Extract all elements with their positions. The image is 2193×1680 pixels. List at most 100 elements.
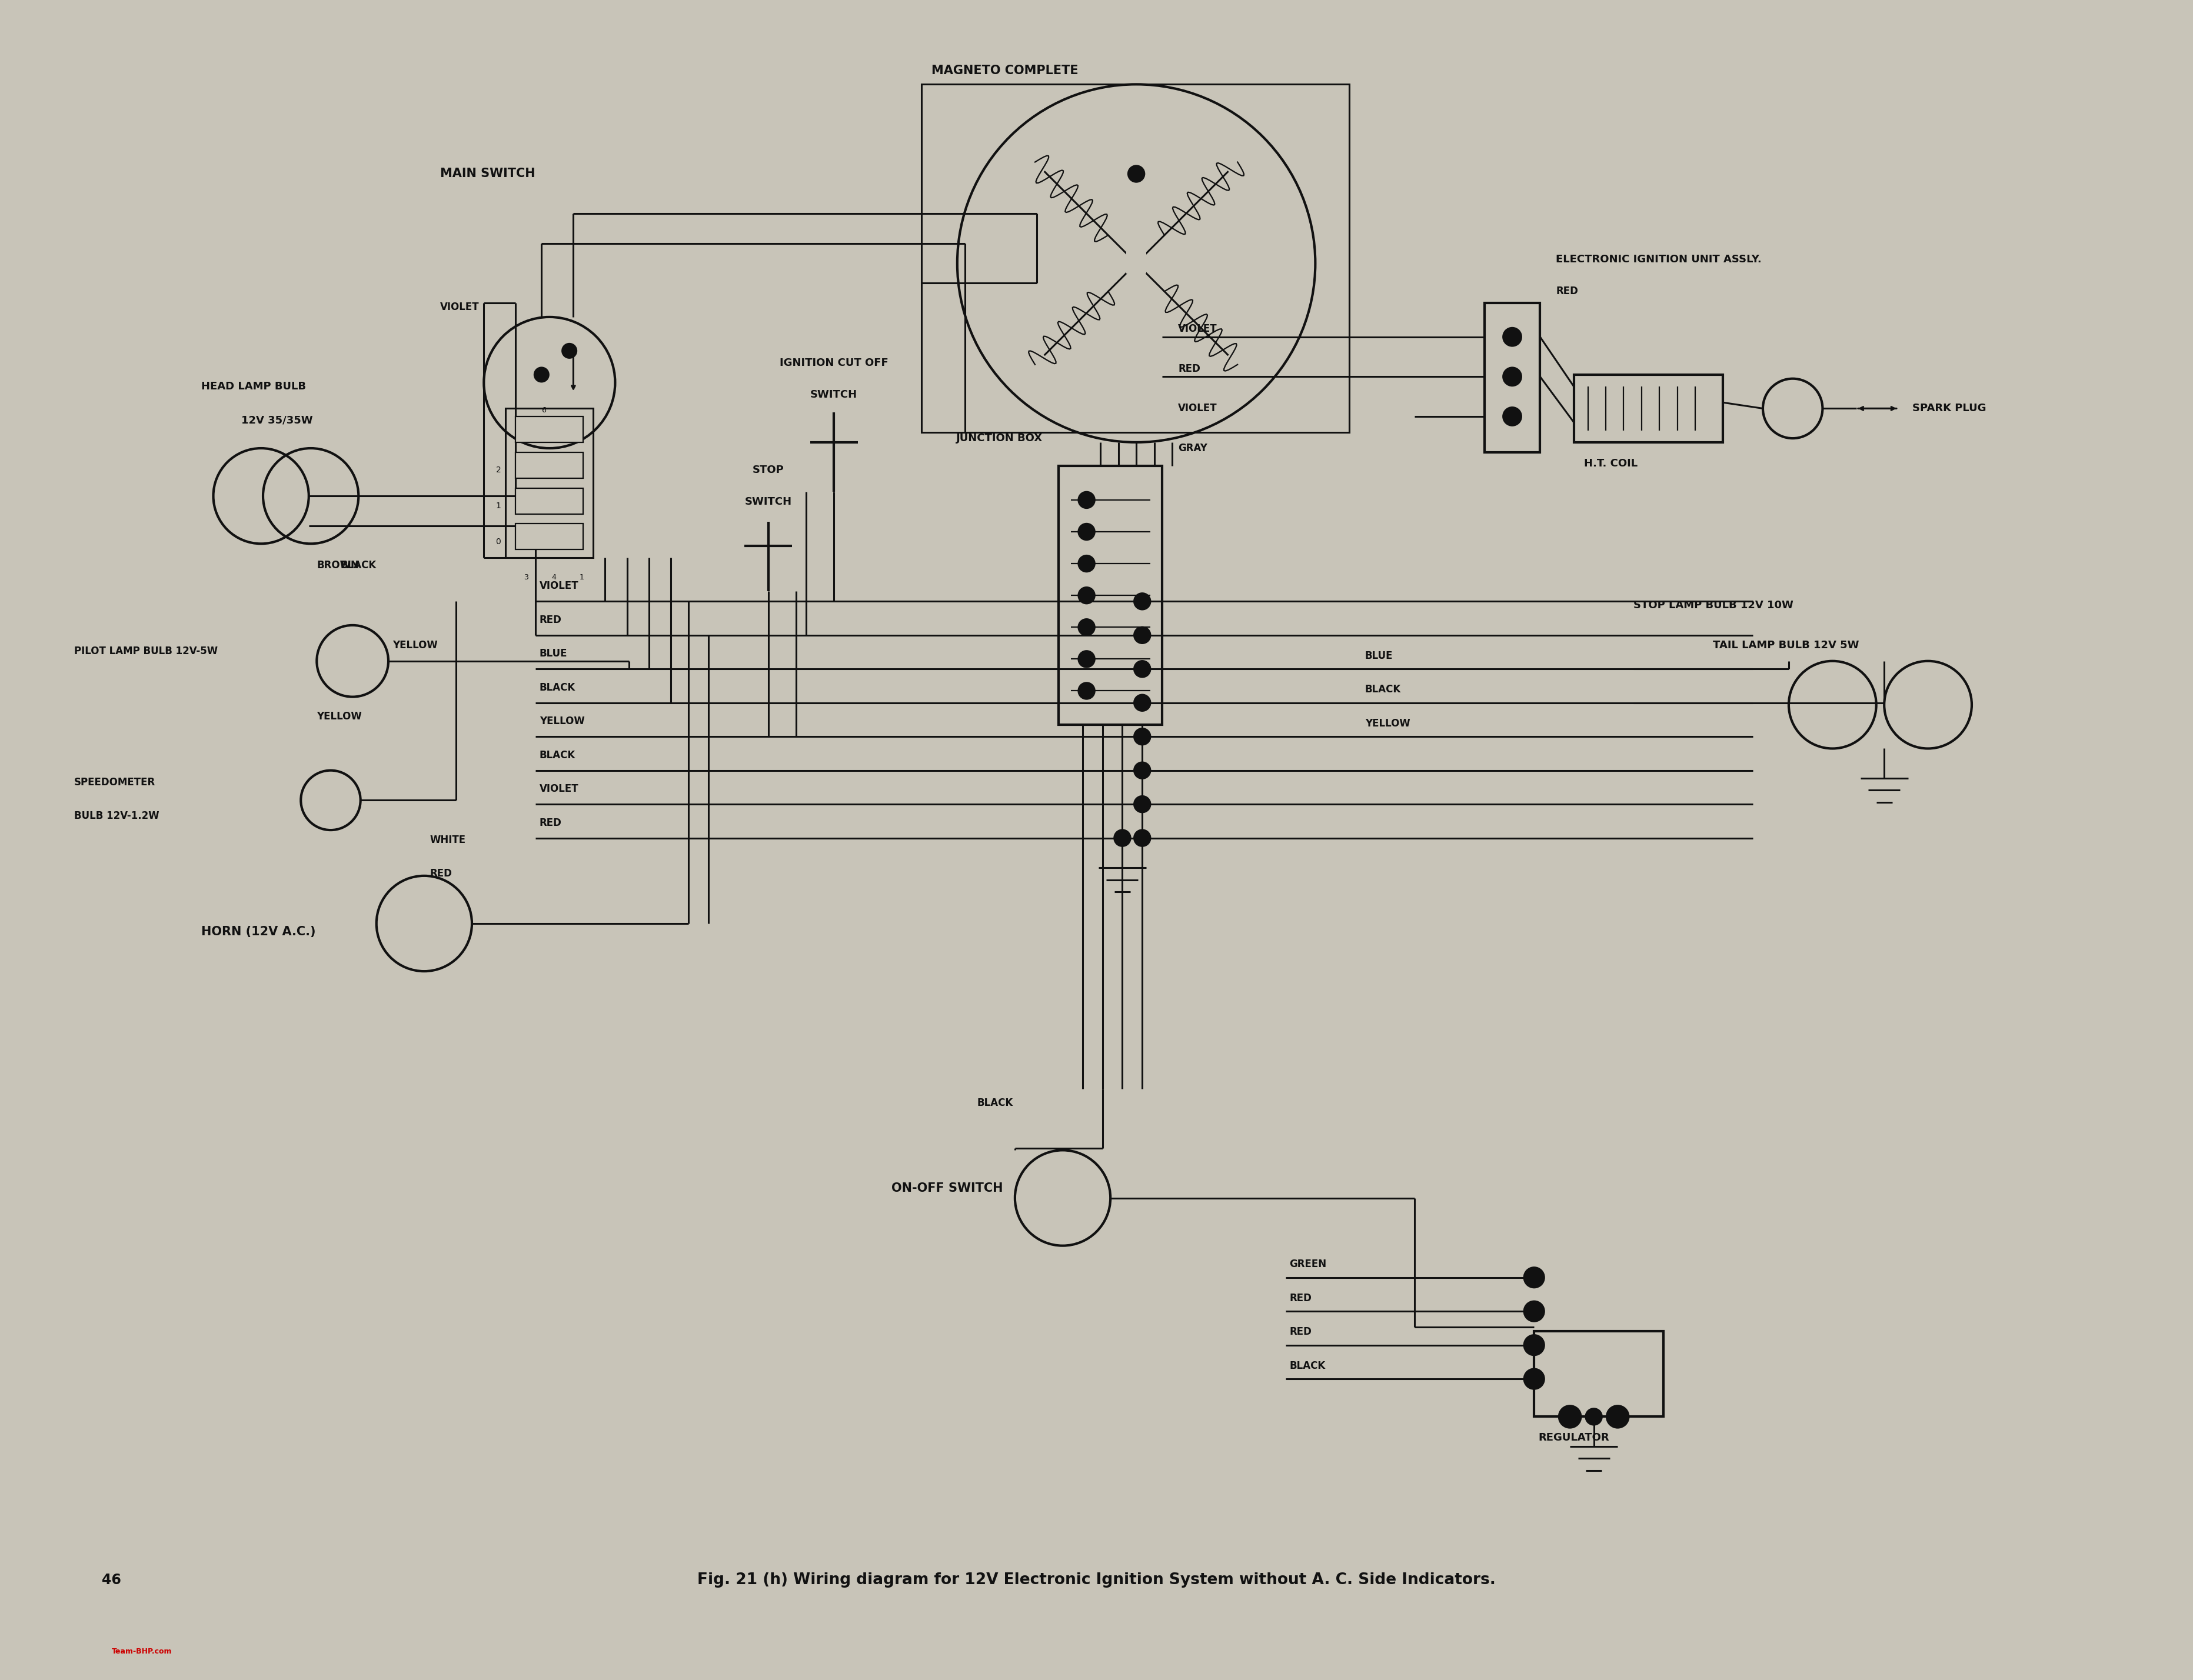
Circle shape [1077, 522, 1096, 541]
Text: BLUE: BLUE [1364, 650, 1393, 660]
Circle shape [1502, 328, 1522, 346]
Text: 46: 46 [101, 1572, 121, 1588]
Circle shape [1077, 586, 1096, 605]
Text: HORN (12V A.C.): HORN (12V A.C.) [202, 926, 316, 937]
Text: YELLOW: YELLOW [316, 711, 362, 722]
Text: BLACK: BLACK [978, 1097, 1013, 1109]
Text: RED: RED [430, 869, 452, 879]
Text: JUNCTION BOX: JUNCTION BOX [956, 433, 1044, 444]
Circle shape [1134, 593, 1151, 610]
Text: RED: RED [1178, 363, 1200, 375]
Text: SPEEDOMETER: SPEEDOMETER [75, 778, 156, 788]
Text: SPARK PLUG: SPARK PLUG [1912, 403, 1987, 413]
Bar [921, 84, 1349, 432]
Text: IGNITION CUT OFF: IGNITION CUT OFF [779, 358, 888, 368]
Circle shape [1502, 407, 1522, 427]
Text: YELLOW: YELLOW [539, 716, 586, 727]
Text: RED: RED [539, 615, 561, 625]
Text: ELECTRONIC IGNITION UNIT ASSLY.: ELECTRONIC IGNITION UNIT ASSLY. [1557, 254, 1761, 265]
Text: REGULATOR: REGULATOR [1537, 1433, 1610, 1443]
Text: BLACK: BLACK [1289, 1361, 1325, 1371]
Text: GREEN: GREEN [1289, 1258, 1327, 1270]
Bar [1535, 1331, 1664, 1416]
Bar [1485, 302, 1539, 452]
Text: MAIN SWITCH: MAIN SWITCH [441, 168, 535, 180]
Text: HEAD LAMP BULB: HEAD LAMP BULB [202, 381, 307, 391]
Bar [507, 408, 594, 558]
Text: BLUE: BLUE [539, 648, 568, 659]
Text: BLACK: BLACK [340, 561, 377, 571]
Circle shape [1077, 650, 1096, 669]
Text: YELLOW: YELLOW [393, 640, 436, 650]
Circle shape [1114, 828, 1132, 847]
Bar [1575, 375, 1724, 442]
Text: Fig. 21 (h) Wiring diagram for 12V Electronic Ignition System without A. C. Side: Fig. 21 (h) Wiring diagram for 12V Elect… [697, 1572, 1496, 1588]
Circle shape [533, 366, 550, 383]
Text: 0: 0 [496, 538, 500, 546]
Bar [515, 487, 583, 514]
Circle shape [1524, 1300, 1546, 1322]
Text: STOP: STOP [752, 465, 785, 475]
Text: WHITE: WHITE [430, 835, 467, 845]
Text: 3: 3 [524, 573, 529, 581]
Text: PILOT LAMP BULB 12V-5W: PILOT LAMP BULB 12V-5W [75, 645, 217, 657]
Circle shape [1524, 1368, 1546, 1389]
Text: BLACK: BLACK [539, 749, 575, 761]
Bar [515, 524, 583, 549]
Text: STOP LAMP BULB 12V 10W: STOP LAMP BULB 12V 10W [1634, 600, 1794, 610]
Circle shape [1134, 627, 1151, 643]
Text: RED: RED [1289, 1327, 1311, 1337]
Circle shape [1502, 366, 1522, 386]
Circle shape [1077, 491, 1096, 509]
Text: 7: 7 [542, 371, 546, 378]
Text: 12V 35/35W: 12V 35/35W [241, 415, 314, 425]
Text: VIOLET: VIOLET [1178, 324, 1217, 334]
Circle shape [561, 343, 577, 360]
Text: 8: 8 [570, 348, 575, 354]
Text: RED: RED [1557, 286, 1579, 296]
Text: VIOLET: VIOLET [441, 302, 480, 312]
Circle shape [1077, 682, 1096, 701]
Text: VIOLET: VIOLET [1178, 403, 1217, 413]
Text: BLACK: BLACK [1364, 684, 1401, 696]
Circle shape [1557, 1404, 1581, 1428]
Text: Team-BHP.com: Team-BHP.com [112, 1648, 173, 1655]
Circle shape [1134, 727, 1151, 746]
Bar [1059, 465, 1162, 724]
Text: GRAY: GRAY [1178, 444, 1208, 454]
Text: RED: RED [1289, 1292, 1311, 1304]
Bar [515, 452, 583, 479]
Circle shape [1605, 1404, 1629, 1428]
Circle shape [1134, 761, 1151, 780]
Text: BROWN: BROWN [316, 561, 360, 571]
Text: 6: 6 [542, 407, 546, 415]
Circle shape [1134, 694, 1151, 712]
Bar [1127, 173, 1147, 274]
Circle shape [1077, 554, 1096, 573]
Text: YELLOW: YELLOW [1364, 717, 1410, 729]
Text: SWITCH: SWITCH [811, 390, 857, 400]
Text: 2: 2 [496, 465, 500, 474]
Text: BULB 12V-1.2W: BULB 12V-1.2W [75, 811, 160, 822]
Circle shape [1077, 618, 1096, 637]
Text: VIOLET: VIOLET [539, 581, 579, 591]
Circle shape [1134, 795, 1151, 813]
Text: 1: 1 [496, 502, 500, 511]
Text: MAGNETO COMPLETE: MAGNETO COMPLETE [932, 64, 1079, 76]
Circle shape [1524, 1267, 1546, 1289]
Text: SWITCH: SWITCH [746, 497, 792, 507]
Text: RED: RED [539, 818, 561, 828]
Circle shape [1127, 165, 1145, 183]
Text: 1: 1 [579, 573, 583, 581]
Text: TAIL LAMP BULB 12V 5W: TAIL LAMP BULB 12V 5W [1713, 640, 1860, 650]
Circle shape [1524, 1334, 1546, 1356]
Text: ON-OFF SWITCH: ON-OFF SWITCH [893, 1183, 1002, 1194]
Text: VIOLET: VIOLET [539, 783, 579, 795]
Circle shape [1134, 828, 1151, 847]
Bar [515, 417, 583, 442]
Text: BLACK: BLACK [539, 682, 575, 692]
Circle shape [1134, 660, 1151, 679]
Circle shape [1586, 1408, 1603, 1426]
Text: 4: 4 [550, 573, 557, 581]
Text: H.T. COIL: H.T. COIL [1583, 459, 1638, 469]
